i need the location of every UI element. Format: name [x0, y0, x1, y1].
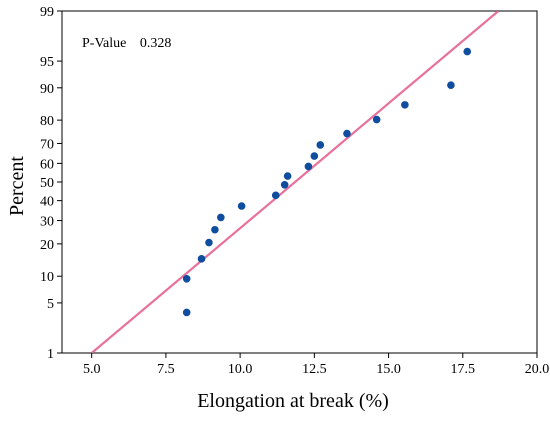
y-tick-label: 10 — [40, 270, 54, 285]
x-tick-label: 15.0 — [376, 362, 401, 377]
data-point — [463, 47, 472, 56]
y-tick-label: 1 — [47, 347, 54, 362]
x-tick-label: 10.0 — [228, 362, 253, 377]
y-tick-label: 60 — [40, 157, 54, 172]
data-point — [372, 115, 381, 124]
data-point — [182, 308, 191, 317]
x-tick-label: 5.0 — [83, 362, 101, 377]
x-tick-label: 12.5 — [302, 362, 327, 377]
data-point — [401, 101, 409, 109]
y-tick-label: 50 — [40, 176, 54, 191]
y-tick-label: 80 — [40, 114, 54, 129]
data-point — [211, 225, 219, 234]
y-tick-label: 5 — [47, 297, 54, 312]
p-value-annotation: P-Value 0.328 — [82, 36, 171, 51]
data-point — [197, 255, 206, 263]
p-value-label: P-Value — [82, 36, 126, 51]
data-point — [447, 81, 455, 90]
data-point — [304, 162, 313, 171]
y-tick-label: 70 — [40, 137, 54, 152]
data-point — [217, 213, 225, 222]
y-tick-label: 90 — [40, 82, 54, 97]
data-point — [182, 274, 191, 283]
y-tick-label: 40 — [40, 195, 54, 210]
data-point — [237, 202, 246, 210]
data-point — [283, 172, 292, 180]
y-tick-label: 30 — [40, 215, 54, 230]
data-point — [310, 152, 319, 160]
plot-frame — [61, 10, 538, 354]
data-point — [280, 180, 289, 189]
data-point — [316, 141, 325, 149]
y-axis-title: Percent — [6, 156, 28, 216]
x-tick-label: 20.0 — [525, 362, 550, 377]
plot-area: 5.0 7.5 10.0 12.5 15.0 17.5 20.0 1 5 10 20 30 40 50 60… — [40, 5, 549, 377]
x-tick-label: 17.5 — [451, 362, 476, 377]
x-axis-title: Elongation at break (%) — [197, 390, 389, 412]
y-tick-label: 95 — [40, 55, 54, 70]
x-tick-label: 7.5 — [157, 362, 175, 377]
data-point — [271, 191, 280, 200]
p-value-number: 0.328 — [140, 36, 172, 51]
y-tick-label: 99 — [40, 5, 54, 20]
fit-line — [90, 11, 500, 353]
data-point — [205, 238, 213, 247]
data-point — [343, 129, 351, 138]
y-tick-label: 20 — [40, 238, 54, 253]
